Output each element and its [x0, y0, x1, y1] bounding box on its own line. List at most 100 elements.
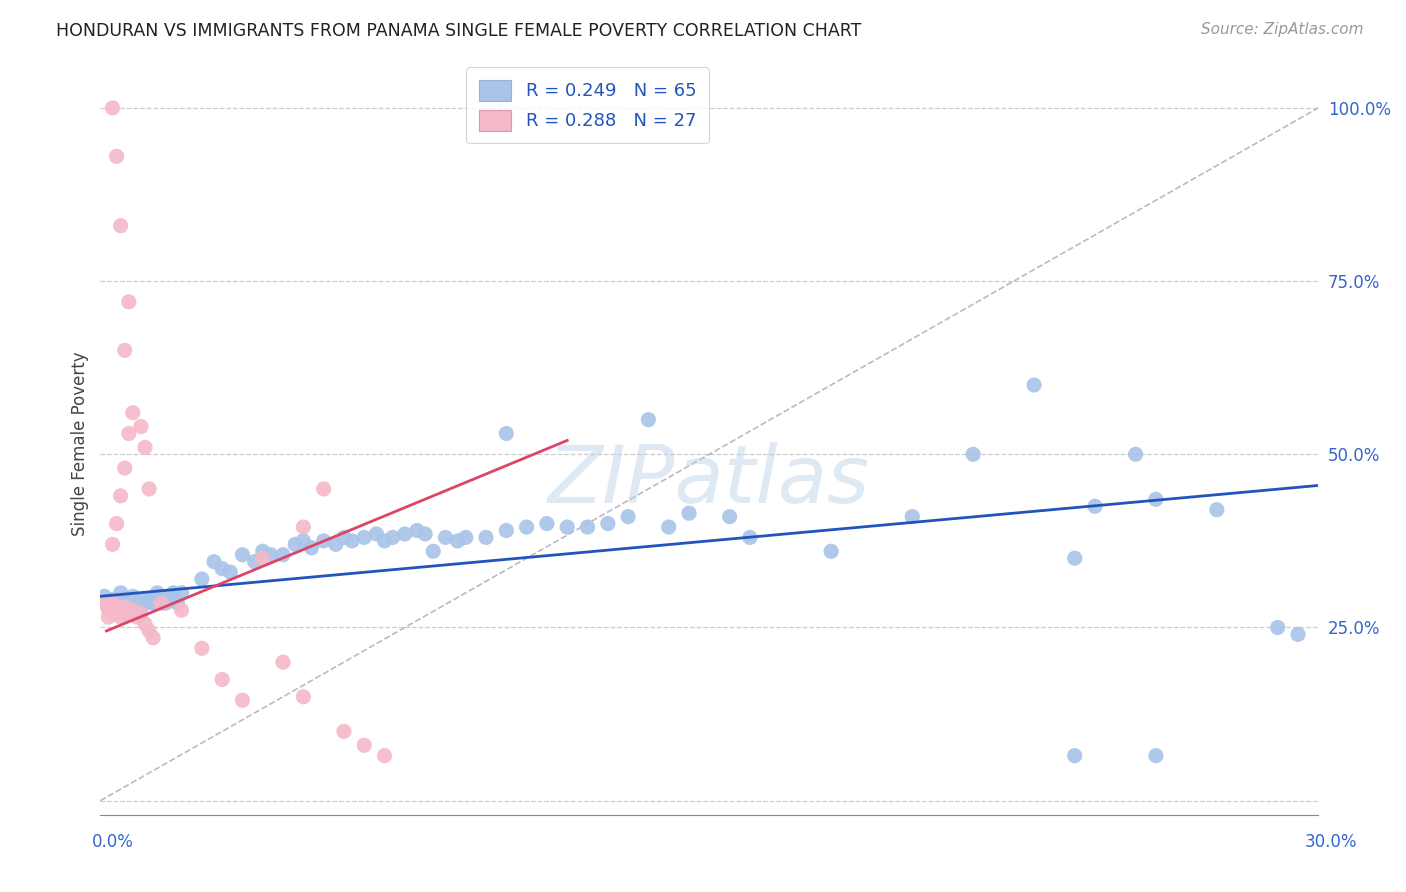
Point — [101, 596, 124, 610]
Point — [366, 527, 388, 541]
Point — [125, 596, 148, 610]
Point — [105, 599, 128, 614]
Point — [118, 596, 141, 610]
Point — [191, 641, 214, 656]
Point — [231, 693, 253, 707]
Point — [301, 541, 323, 555]
Point — [97, 603, 120, 617]
Point — [292, 690, 315, 704]
Text: Source: ZipAtlas.com: Source: ZipAtlas.com — [1201, 22, 1364, 37]
Point — [162, 586, 184, 600]
Point — [373, 533, 395, 548]
Point — [121, 603, 143, 617]
Point — [142, 631, 165, 645]
Point — [105, 599, 128, 614]
Point — [962, 447, 984, 461]
Point — [231, 548, 253, 562]
Point — [138, 592, 160, 607]
Point — [340, 533, 363, 548]
Point — [105, 149, 128, 163]
Point — [555, 520, 578, 534]
Point — [718, 509, 741, 524]
Point — [292, 520, 315, 534]
Point — [170, 603, 193, 617]
Point — [1125, 447, 1147, 461]
Point — [658, 520, 681, 534]
Point — [1144, 492, 1167, 507]
Point — [1286, 627, 1309, 641]
Point — [312, 533, 335, 548]
Point — [495, 524, 517, 538]
Point — [118, 607, 141, 621]
Point — [325, 537, 347, 551]
Point — [170, 586, 193, 600]
Point — [252, 551, 274, 566]
Point — [138, 482, 160, 496]
Point — [1022, 378, 1045, 392]
Point — [166, 596, 188, 610]
Point — [1267, 620, 1289, 634]
Point — [901, 509, 924, 524]
Point — [738, 530, 761, 544]
Point — [97, 596, 120, 610]
Point — [105, 607, 128, 621]
Point — [373, 748, 395, 763]
Point — [97, 610, 120, 624]
Point — [1144, 748, 1167, 763]
Point — [617, 509, 640, 524]
Point — [105, 516, 128, 531]
Point — [1063, 551, 1085, 566]
Point — [820, 544, 842, 558]
Point — [454, 530, 477, 544]
Point — [110, 603, 132, 617]
Point — [333, 530, 356, 544]
Point — [114, 607, 136, 621]
Y-axis label: Single Female Poverty: Single Female Poverty — [72, 351, 89, 536]
Point — [114, 343, 136, 358]
Point — [142, 596, 165, 610]
Point — [134, 617, 156, 632]
Point — [110, 599, 132, 614]
Point — [129, 419, 152, 434]
Point — [271, 548, 294, 562]
Point — [114, 599, 136, 614]
Point — [114, 461, 136, 475]
Point — [110, 586, 132, 600]
Point — [536, 516, 558, 531]
Point — [211, 673, 233, 687]
Point — [155, 596, 177, 610]
Point — [202, 555, 225, 569]
Point — [93, 596, 115, 610]
Point — [353, 530, 375, 544]
Point — [394, 527, 416, 541]
Text: 30.0%: 30.0% — [1305, 833, 1357, 851]
Point — [150, 590, 173, 604]
Point — [146, 586, 169, 600]
Point — [110, 489, 132, 503]
Point — [271, 655, 294, 669]
Point — [516, 520, 538, 534]
Point — [495, 426, 517, 441]
Point — [312, 482, 335, 496]
Point — [252, 544, 274, 558]
Point — [101, 101, 124, 115]
Point — [93, 590, 115, 604]
Point — [292, 533, 315, 548]
Point — [157, 590, 180, 604]
Point — [121, 599, 143, 614]
Point — [446, 533, 468, 548]
Point — [121, 406, 143, 420]
Point — [475, 530, 498, 544]
Point — [211, 561, 233, 575]
Point — [596, 516, 619, 531]
Point — [413, 527, 436, 541]
Point — [191, 572, 214, 586]
Point — [129, 592, 152, 607]
Legend: R = 0.249   N = 65, R = 0.288   N = 27: R = 0.249 N = 65, R = 0.288 N = 27 — [467, 68, 709, 144]
Point — [576, 520, 599, 534]
Point — [406, 524, 429, 538]
Point — [284, 537, 307, 551]
Point — [138, 624, 160, 638]
Point — [150, 596, 173, 610]
Point — [219, 565, 242, 579]
